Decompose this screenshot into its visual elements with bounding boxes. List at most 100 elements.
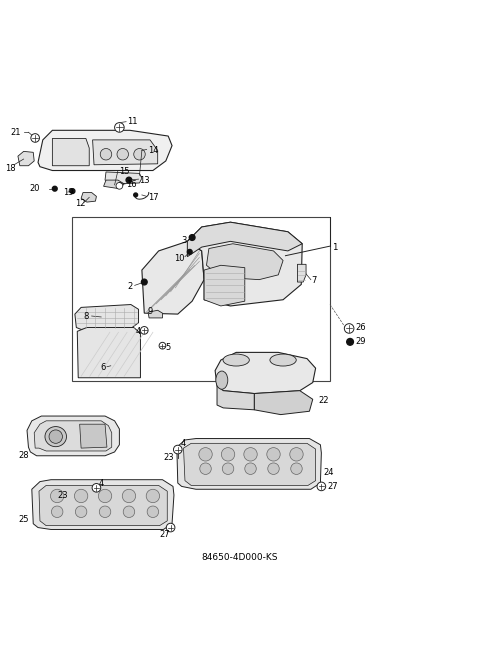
Circle shape [344,324,354,333]
Circle shape [123,506,135,517]
Polygon shape [18,151,34,166]
Text: 14: 14 [148,146,158,155]
Text: 4: 4 [136,327,141,336]
Text: 3: 3 [181,236,187,245]
Text: 18: 18 [5,164,16,173]
Polygon shape [32,479,174,529]
Circle shape [134,149,145,160]
Text: 21: 21 [10,128,21,137]
Text: 29: 29 [356,337,366,346]
Text: 4: 4 [180,439,185,448]
Text: 23: 23 [57,491,68,500]
Circle shape [115,122,124,132]
Polygon shape [34,421,112,451]
Polygon shape [254,390,313,415]
Text: 12: 12 [75,198,85,208]
Polygon shape [148,310,162,318]
Polygon shape [177,439,322,489]
Text: 24: 24 [324,468,334,477]
Polygon shape [81,193,96,202]
Polygon shape [215,352,316,394]
Text: 7: 7 [312,276,317,285]
Circle shape [99,506,111,517]
Text: 19: 19 [63,188,74,197]
Circle shape [147,506,158,517]
Text: 13: 13 [140,176,150,185]
Circle shape [51,506,63,517]
Text: 26: 26 [356,323,366,332]
Circle shape [126,178,132,183]
Polygon shape [75,305,139,329]
Text: 84650-4D000-KS: 84650-4D000-KS [202,553,278,562]
Polygon shape [187,222,302,257]
Polygon shape [183,443,316,485]
Polygon shape [217,386,254,410]
Text: 5: 5 [165,343,170,352]
Polygon shape [142,241,204,314]
Polygon shape [104,180,124,189]
Ellipse shape [45,426,67,447]
Circle shape [70,189,75,193]
Circle shape [245,463,256,474]
Circle shape [291,463,302,474]
Polygon shape [105,172,142,184]
Circle shape [100,149,112,160]
Circle shape [189,234,195,240]
Ellipse shape [49,430,62,443]
Polygon shape [206,244,283,280]
Circle shape [159,343,166,349]
Text: 27: 27 [327,482,338,491]
Circle shape [52,186,57,191]
Text: 15: 15 [119,167,130,176]
Polygon shape [39,485,167,526]
Circle shape [347,339,353,345]
Circle shape [290,447,303,461]
Circle shape [187,250,192,254]
Polygon shape [77,328,141,378]
Circle shape [98,489,112,502]
Text: 27: 27 [159,530,170,539]
Circle shape [75,506,87,517]
Ellipse shape [223,354,249,366]
Circle shape [50,489,64,502]
Circle shape [142,279,147,285]
Circle shape [199,447,212,461]
Circle shape [141,327,148,334]
Text: 10: 10 [174,253,184,263]
Circle shape [146,489,159,502]
Bar [72,217,330,381]
Text: 6: 6 [100,364,106,372]
Text: 20: 20 [29,184,40,193]
Polygon shape [187,222,302,306]
Polygon shape [27,416,120,456]
Text: 9: 9 [148,307,153,316]
Circle shape [221,447,235,461]
Text: 11: 11 [127,117,138,126]
Circle shape [134,193,138,197]
Text: 17: 17 [148,193,158,202]
Circle shape [317,482,325,491]
Circle shape [200,463,211,474]
Text: 28: 28 [19,451,29,460]
Circle shape [166,523,175,532]
Circle shape [222,463,234,474]
Ellipse shape [216,371,228,389]
Text: 2: 2 [128,282,133,291]
Text: 25: 25 [19,515,29,525]
Circle shape [173,445,182,454]
Polygon shape [38,130,172,170]
Text: 23: 23 [163,453,174,462]
Circle shape [268,463,279,474]
Polygon shape [298,265,306,282]
Circle shape [116,183,123,189]
Circle shape [122,489,136,502]
Polygon shape [52,138,89,166]
Text: 22: 22 [319,396,329,405]
Circle shape [74,489,88,502]
Text: 8: 8 [83,312,88,320]
Circle shape [244,447,257,461]
Circle shape [267,447,280,461]
Ellipse shape [270,354,296,366]
Polygon shape [80,424,107,448]
Text: 1: 1 [332,242,337,252]
